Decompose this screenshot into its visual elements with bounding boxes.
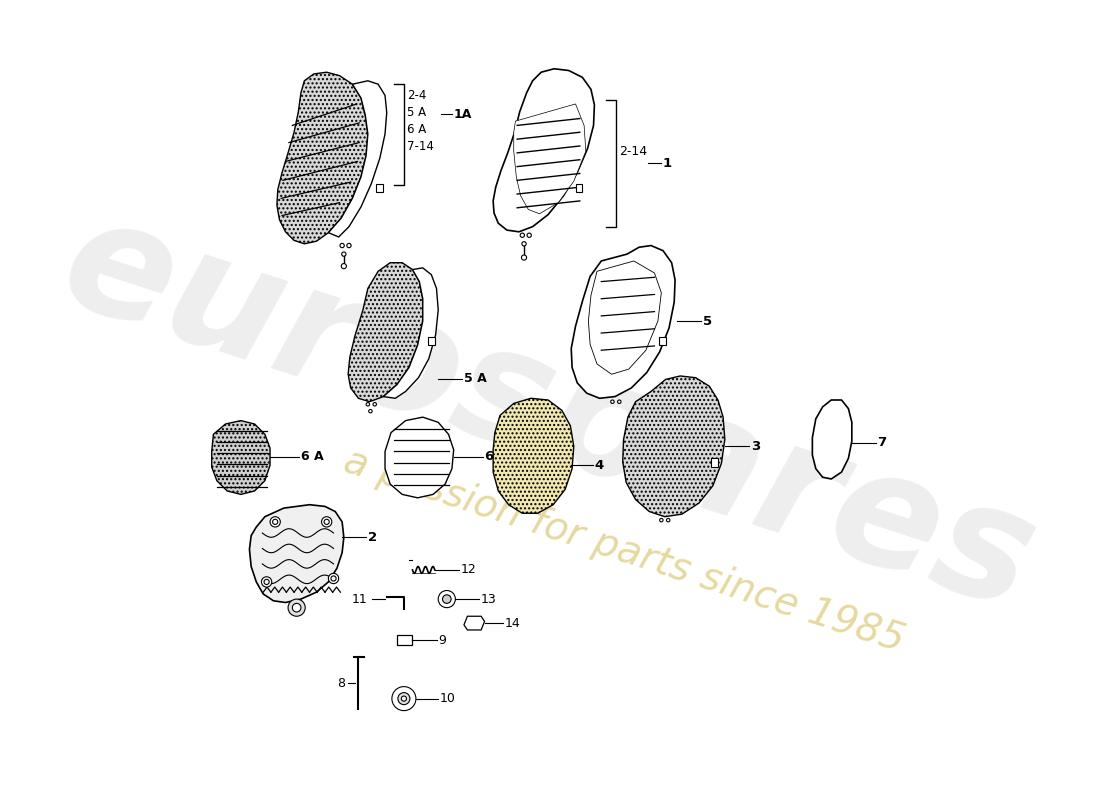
Polygon shape	[211, 421, 270, 494]
Circle shape	[366, 402, 370, 406]
Polygon shape	[514, 104, 586, 214]
Text: 5: 5	[703, 314, 712, 327]
Text: 2: 2	[367, 530, 377, 544]
Circle shape	[321, 517, 332, 527]
Circle shape	[324, 519, 329, 525]
Polygon shape	[659, 337, 666, 345]
Circle shape	[346, 243, 351, 248]
Text: 8: 8	[338, 677, 345, 690]
Circle shape	[667, 518, 670, 522]
Circle shape	[341, 263, 346, 269]
Circle shape	[521, 242, 526, 246]
Polygon shape	[575, 184, 582, 192]
Text: 6: 6	[485, 450, 494, 463]
Polygon shape	[711, 458, 718, 467]
Polygon shape	[277, 72, 367, 244]
Circle shape	[331, 576, 337, 581]
Polygon shape	[813, 400, 851, 479]
Text: 7-14: 7-14	[407, 140, 434, 153]
Polygon shape	[571, 246, 675, 398]
Circle shape	[402, 696, 407, 701]
Circle shape	[373, 402, 376, 406]
Circle shape	[342, 252, 346, 256]
Circle shape	[527, 233, 531, 238]
Text: 2-14: 2-14	[619, 145, 648, 158]
Text: 14: 14	[505, 617, 521, 630]
Circle shape	[262, 577, 272, 587]
Circle shape	[329, 574, 339, 584]
Circle shape	[293, 603, 301, 612]
Text: 5 A: 5 A	[464, 372, 486, 385]
Text: a passion for parts since 1985: a passion for parts since 1985	[339, 442, 909, 660]
Circle shape	[442, 594, 451, 603]
Text: 12: 12	[461, 563, 476, 577]
Circle shape	[521, 255, 527, 260]
Polygon shape	[383, 268, 438, 398]
Polygon shape	[428, 337, 435, 345]
Text: 7: 7	[878, 437, 887, 450]
Polygon shape	[385, 417, 453, 498]
Circle shape	[264, 579, 270, 585]
Polygon shape	[588, 261, 661, 374]
Text: 6 A: 6 A	[301, 450, 323, 463]
Text: 2-4: 2-4	[407, 89, 427, 102]
Circle shape	[392, 686, 416, 710]
Circle shape	[610, 400, 614, 403]
Circle shape	[273, 519, 278, 525]
Circle shape	[270, 517, 280, 527]
Text: 3: 3	[750, 440, 760, 453]
Circle shape	[398, 693, 410, 705]
Text: 4: 4	[594, 458, 604, 472]
Circle shape	[288, 599, 305, 616]
Polygon shape	[493, 398, 574, 514]
Circle shape	[660, 518, 663, 522]
Circle shape	[520, 233, 525, 238]
Polygon shape	[376, 184, 383, 192]
Text: 10: 10	[440, 692, 455, 705]
Circle shape	[368, 410, 372, 413]
Text: 9: 9	[438, 634, 447, 646]
Text: 5 A: 5 A	[407, 106, 427, 118]
Circle shape	[438, 590, 455, 608]
Circle shape	[617, 400, 621, 403]
Text: 6 A: 6 A	[407, 123, 427, 136]
Polygon shape	[329, 81, 387, 237]
Polygon shape	[623, 376, 725, 517]
Text: 1A: 1A	[453, 108, 472, 121]
Circle shape	[340, 243, 344, 248]
Polygon shape	[464, 616, 485, 630]
Text: 1: 1	[663, 157, 672, 170]
Text: 11: 11	[352, 593, 367, 606]
Polygon shape	[348, 262, 422, 402]
Polygon shape	[397, 635, 412, 646]
Polygon shape	[250, 505, 344, 602]
Polygon shape	[493, 69, 594, 232]
Text: eurospares: eurospares	[44, 184, 1053, 643]
Text: 13: 13	[481, 593, 497, 606]
